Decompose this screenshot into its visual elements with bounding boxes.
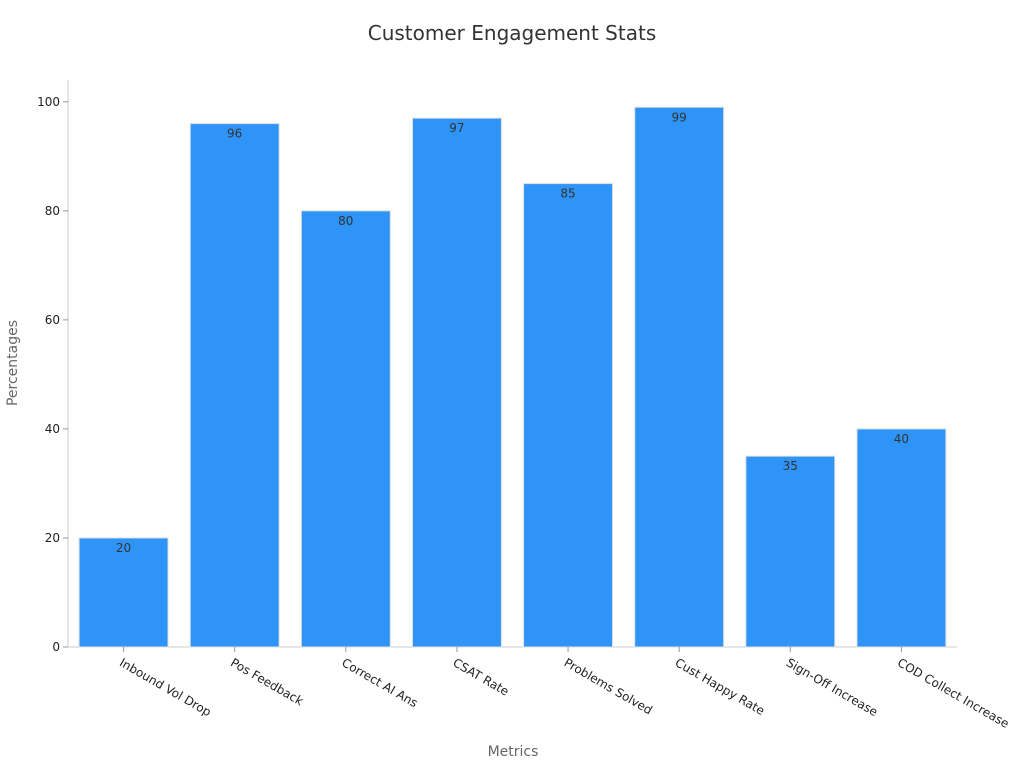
x-tick-label-problems-solved: Problems Solved xyxy=(562,655,655,717)
y-axis-title: Percentages xyxy=(5,320,21,406)
x-tick-label-cust-happy-rate: Cust Happy Rate xyxy=(673,655,767,718)
value-label-cod-collect-increase: 40 xyxy=(894,432,909,446)
x-tick-label-correct-ai-ans: Correct AI Ans xyxy=(339,655,420,710)
value-label-pos-feedback: 96 xyxy=(227,127,242,141)
x-axis-title: Metrics xyxy=(488,744,539,760)
bar-pos-feedback xyxy=(189,123,280,648)
value-label-problems-solved: 85 xyxy=(560,187,575,201)
value-label-sign-off-increase: 35 xyxy=(783,459,798,473)
y-tick-label: 80 xyxy=(45,204,60,218)
bar-cust-happy-rate xyxy=(634,106,725,648)
x-tick-label-inbound-vol-drop: Inbound Vol Drop xyxy=(117,655,214,719)
y-tick-label: 20 xyxy=(45,531,60,545)
bar-inbound-vol-drop xyxy=(78,537,169,648)
bar-problems-solved xyxy=(523,183,614,648)
bar-cod-collect-increase xyxy=(856,428,947,648)
bar-sign-off-increase xyxy=(745,455,836,648)
value-label-csat-rate: 97 xyxy=(449,121,464,135)
bar-csat-rate xyxy=(411,117,502,648)
value-label-correct-ai-ans: 80 xyxy=(338,214,353,228)
value-label-inbound-vol-drop: 20 xyxy=(116,541,131,555)
y-tick-label: 40 xyxy=(45,422,60,436)
y-tick-label: 100 xyxy=(37,95,60,109)
value-label-cust-happy-rate: 99 xyxy=(672,110,687,124)
x-tick-label-csat-rate: CSAT Rate xyxy=(450,655,511,698)
x-ticks-group: Inbound Vol Drop Pos Feedback Correct AI A… xyxy=(117,647,1012,731)
y-ticks-group: 0 20 40 60 80 100 xyxy=(37,95,68,654)
y-tick-label: 60 xyxy=(45,313,60,327)
chart-title: Customer Engagement Stats xyxy=(368,21,657,45)
x-tick-label-pos-feedback: Pos Feedback xyxy=(228,655,306,708)
x-tick-label-sign-off-increase: Sign-Off Increase xyxy=(784,655,880,719)
bars-group: 20 96 80 97 85 99 35 40 xyxy=(78,106,947,648)
y-tick-label: 0 xyxy=(52,640,60,654)
x-tick-label-cod-collect-increase: COD Collect Increase xyxy=(895,655,1012,730)
bar-correct-ai-ans xyxy=(300,210,391,648)
